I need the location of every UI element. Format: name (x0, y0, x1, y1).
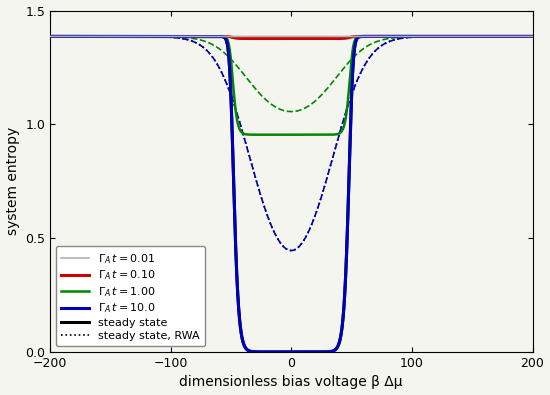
X-axis label: dimensionless bias voltage β Δμ: dimensionless bias voltage β Δμ (179, 375, 403, 389)
Legend: $\Gamma_A\,t = 0.01$, $\Gamma_A\,t = 0.10$, $\Gamma_A\,t = 1.00$, $\Gamma_A\,t =: $\Gamma_A\,t = 0.01$, $\Gamma_A\,t = 0.1… (56, 246, 205, 346)
Y-axis label: system entropy: system entropy (6, 127, 20, 235)
